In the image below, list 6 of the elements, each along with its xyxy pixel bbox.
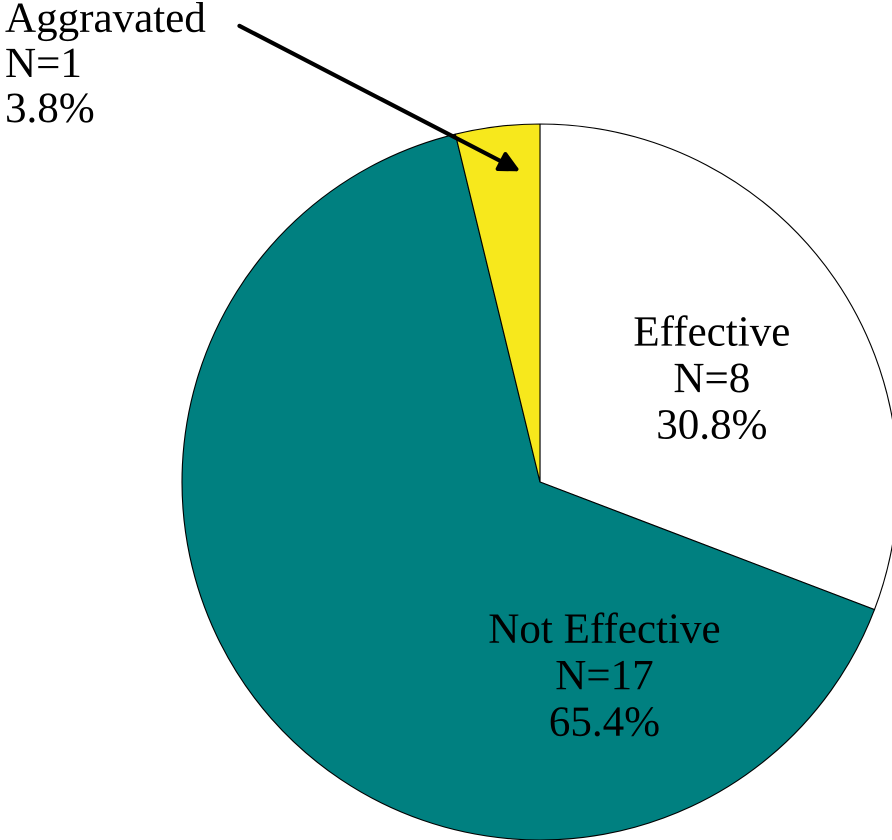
slice-label: Effective xyxy=(634,315,789,346)
slice-label: Aggravated xyxy=(5,2,206,42)
data-label: N=1 3.8% xyxy=(6,48,94,123)
data-label: N=17 65.4% xyxy=(550,660,659,736)
data-label: N=8 30.8% xyxy=(658,363,766,440)
slice-label: Not Effective xyxy=(490,612,720,644)
